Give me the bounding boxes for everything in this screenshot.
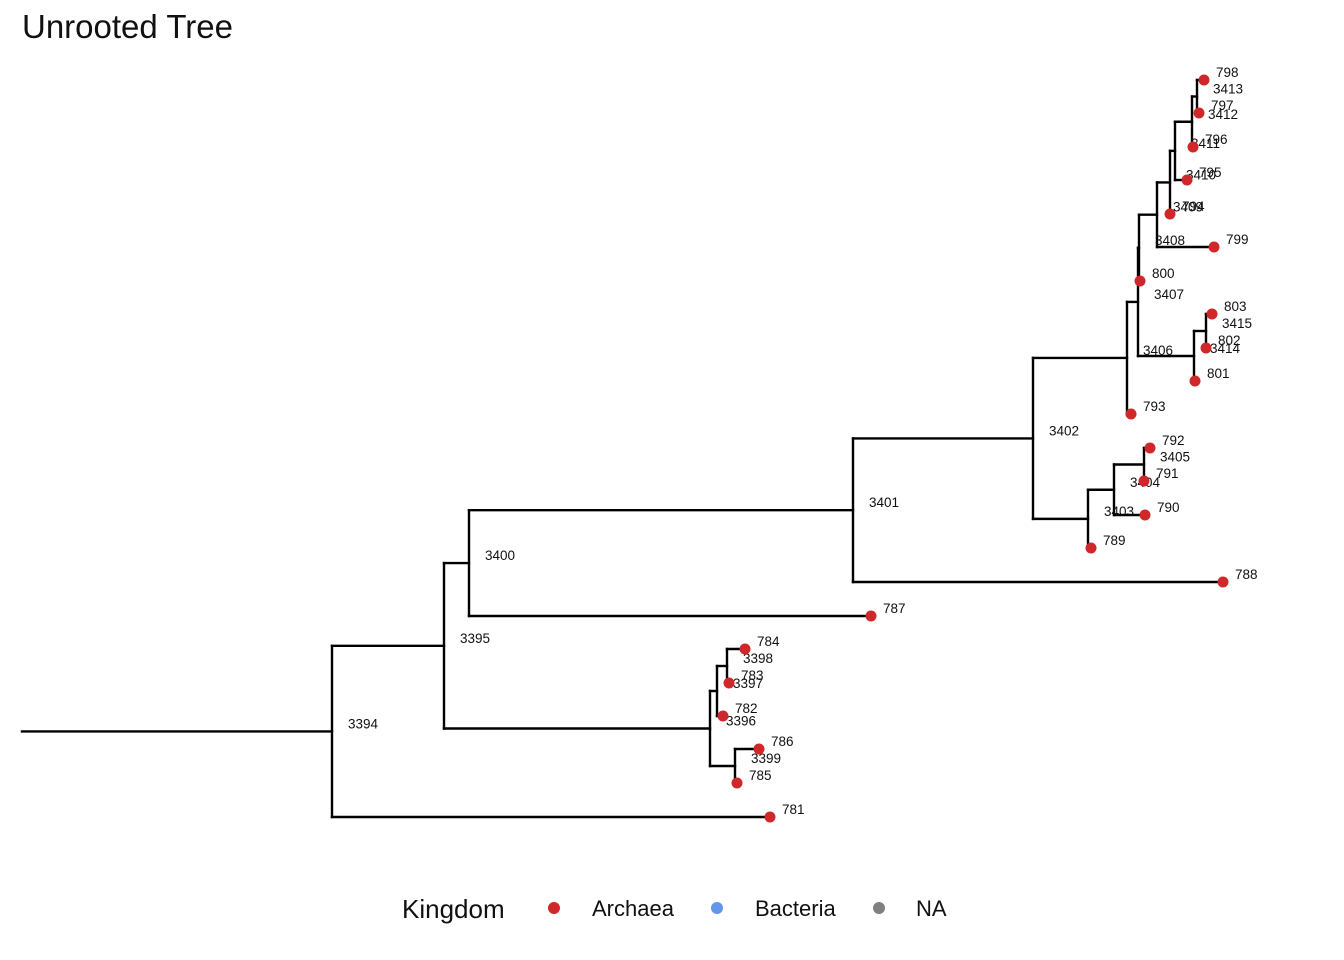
phylogenetic-tree: 3394 3395 3400 3401 3402 3406 3407 3408 3409 3410… (20, 65, 1258, 823)
tip-point-784 (739, 643, 751, 655)
node-label-3399: 3399 (751, 751, 781, 766)
tip-label-795: 795 (1199, 165, 1222, 180)
node-label-3401: 3401 (869, 495, 899, 510)
tip-label-803: 803 (1224, 299, 1247, 314)
legend-swatch-na (873, 902, 885, 914)
tip-label-784: 784 (757, 634, 780, 649)
tip-label-790: 790 (1157, 500, 1180, 515)
tip-point-789 (1085, 542, 1097, 554)
tip-point-781 (764, 811, 776, 823)
tip-label-796: 796 (1205, 132, 1228, 147)
tip-point-785 (731, 777, 743, 789)
legend-swatch-bacteria (711, 902, 723, 914)
tip-label-801: 801 (1207, 366, 1230, 381)
legend-label-archaea: Archaea (592, 896, 675, 921)
node-label-3398: 3398 (743, 651, 773, 666)
tip-point-792 (1144, 442, 1156, 454)
tip-point-786 (753, 743, 765, 755)
tip-label-782: 782 (735, 701, 758, 716)
legend-item-bacteria: Bacteria (711, 896, 836, 921)
tip-label-800: 800 (1152, 266, 1175, 281)
tip-point-803 (1206, 308, 1218, 320)
node-label-3413: 3413 (1213, 82, 1243, 97)
tip-label-802: 802 (1218, 333, 1241, 348)
tip-label-799: 799 (1226, 232, 1249, 247)
node-label-3400: 3400 (485, 548, 515, 563)
tip-point-802 (1200, 342, 1212, 354)
tip-label-797: 797 (1211, 98, 1234, 113)
tip-label-789: 789 (1103, 533, 1126, 548)
node-labels: 3394 3395 3400 3401 3402 3406 3407 3408 3409 3410… (348, 65, 1258, 817)
tip-label-785: 785 (749, 768, 772, 783)
node-label-3414: 3414 (1210, 341, 1241, 356)
tip-point-795 (1181, 174, 1193, 186)
node-label-3415: 3415 (1222, 316, 1252, 331)
node-label-3397: 3397 (733, 676, 763, 691)
node-label-3402: 3402 (1049, 423, 1079, 438)
tip-points (717, 74, 1229, 823)
tip-point-801 (1189, 375, 1201, 387)
tip-label-781: 781 (782, 802, 805, 817)
tip-label-786: 786 (771, 734, 794, 749)
tip-point-796 (1187, 141, 1199, 153)
tip-label-793: 793 (1143, 399, 1166, 414)
tip-point-794 (1164, 208, 1176, 220)
tip-point-791 (1138, 475, 1150, 487)
tip-point-797 (1193, 107, 1205, 119)
legend-item-archaea: Archaea (548, 896, 675, 921)
node-label-3407: 3407 (1154, 287, 1184, 302)
tip-point-800 (1134, 275, 1146, 287)
tip-label-794: 794 (1182, 199, 1205, 214)
legend-label-na: NA (916, 896, 947, 921)
node-label-3410: 3410 (1186, 167, 1216, 182)
tip-label-792: 792 (1162, 433, 1185, 448)
page-title: Unrooted Tree (22, 8, 233, 45)
node-label-3396: 3396 (726, 714, 756, 729)
legend-swatch-archaea (548, 902, 560, 914)
legend-label-bacteria: Bacteria (755, 896, 836, 921)
tip-point-798 (1198, 74, 1210, 86)
tip-point-783 (723, 677, 735, 689)
node-label-3406: 3406 (1143, 343, 1173, 358)
tip-label-788: 788 (1235, 567, 1258, 582)
node-label-3412: 3412 (1208, 107, 1238, 122)
tip-point-790 (1139, 509, 1151, 521)
node-label-3395: 3395 (460, 631, 490, 646)
tip-point-787 (865, 610, 877, 622)
legend: Kingdom Archaea Bacteria NA (402, 894, 947, 924)
node-label-3394: 3394 (348, 716, 379, 731)
tip-point-793 (1125, 408, 1137, 420)
tip-point-799 (1208, 241, 1220, 253)
legend-item-na: NA (873, 896, 947, 921)
node-label-3403: 3403 (1104, 504, 1134, 519)
tip-label-791: 791 (1156, 466, 1179, 481)
tip-label-787: 787 (883, 601, 906, 616)
legend-title: Kingdom (402, 894, 505, 924)
tip-label-798: 798 (1216, 65, 1239, 80)
tip-point-782 (717, 710, 729, 722)
node-label-3408: 3408 (1155, 233, 1185, 248)
tree-edges (20, 78, 1225, 819)
tip-point-788 (1217, 576, 1229, 588)
node-label-3409: 3409 (1173, 200, 1203, 215)
node-label-3405: 3405 (1160, 450, 1190, 465)
tip-label-783: 783 (741, 668, 764, 683)
